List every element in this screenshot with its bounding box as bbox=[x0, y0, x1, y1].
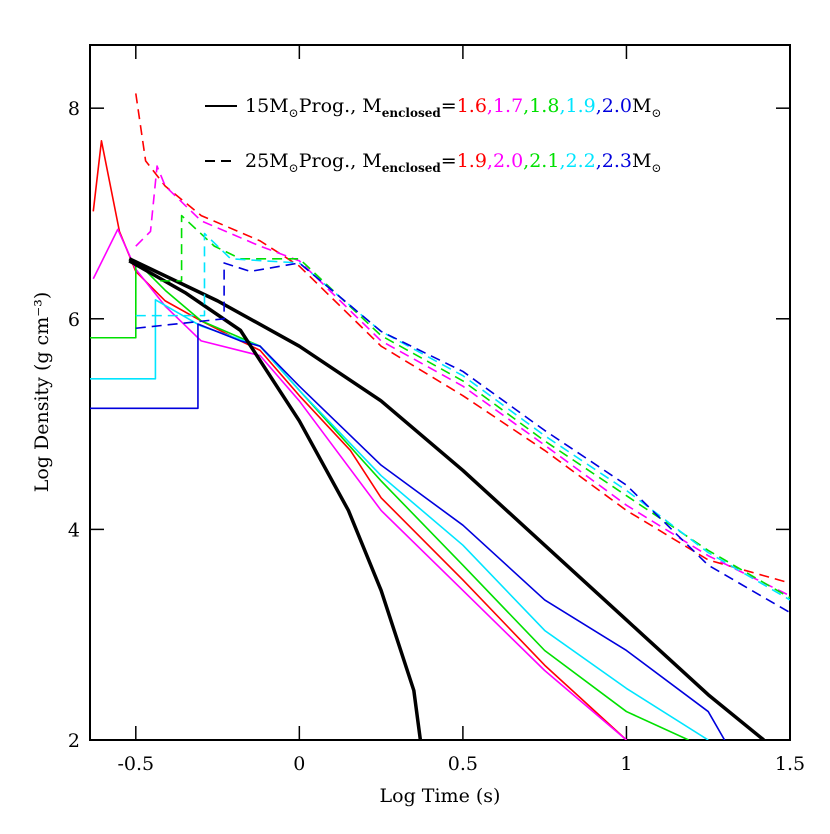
x-tick-label: -0.5 bbox=[117, 753, 154, 775]
legend-label: Prog., M bbox=[299, 150, 382, 172]
series-line bbox=[92, 140, 627, 740]
legend-sub: enclosed bbox=[382, 161, 442, 175]
legend-separator: , bbox=[487, 150, 493, 172]
series-line bbox=[160, 214, 790, 599]
legend-sub: enclosed bbox=[382, 106, 442, 120]
series-line bbox=[90, 299, 709, 740]
legend-separator: , bbox=[523, 95, 529, 117]
y-tick-label: 2 bbox=[68, 730, 80, 752]
legend-entry: 1.6 bbox=[457, 95, 487, 117]
legend-text: 15M⊙Prog., Menclosed=1.6,1.7,1.8,1.9,2.0… bbox=[245, 95, 662, 120]
legend-sub: ⊙ bbox=[289, 161, 299, 175]
legend-sub: ⊙ bbox=[651, 161, 661, 175]
legend-separator: , bbox=[596, 150, 602, 172]
series-line bbox=[135, 262, 790, 614]
legend-separator: , bbox=[559, 95, 565, 117]
legend-entry: 2.0 bbox=[602, 95, 632, 117]
legend-separator: , bbox=[487, 95, 493, 117]
legend-entry: 1.9 bbox=[457, 150, 487, 172]
legend-separator: , bbox=[523, 150, 529, 172]
x-tick-label: 1 bbox=[620, 753, 632, 775]
legend-entry: 1.7 bbox=[493, 95, 523, 117]
x-axis-label: Log Time (s) bbox=[380, 785, 501, 807]
series-group bbox=[90, 93, 790, 740]
legend-entry: 2.3 bbox=[602, 150, 632, 172]
y-tick-label: 6 bbox=[68, 309, 80, 331]
y-axis-label: Log Density (g cm⁻³) bbox=[31, 292, 53, 493]
legend-separator: , bbox=[596, 95, 602, 117]
legend-label: 25M bbox=[245, 150, 289, 172]
legend-label: Prog., M bbox=[299, 95, 382, 117]
y-tick-label: 4 bbox=[68, 519, 80, 541]
x-tick-label: 1.5 bbox=[775, 753, 805, 775]
legend-label: M bbox=[632, 150, 651, 172]
legend-sub: ⊙ bbox=[651, 106, 661, 120]
legend-entry: 2.2 bbox=[565, 150, 595, 172]
legend-label: 15M bbox=[245, 95, 289, 117]
legend-label: = bbox=[441, 95, 457, 117]
legend-text: 25M⊙Prog., Menclosed=1.9,2.0,2.1,2.2,2.3… bbox=[245, 150, 662, 175]
legend-entry: 1.9 bbox=[565, 95, 595, 117]
series-line bbox=[128, 257, 765, 740]
legend-entry: 1.8 bbox=[529, 95, 559, 117]
legend-label: = bbox=[441, 150, 457, 172]
series-line bbox=[135, 165, 790, 597]
legend-entry: 2.1 bbox=[529, 150, 559, 172]
legend-separator: , bbox=[559, 150, 565, 172]
series-line bbox=[128, 259, 423, 740]
legend-sub: ⊙ bbox=[289, 106, 299, 120]
legend-label: M bbox=[632, 95, 651, 117]
series-line bbox=[90, 323, 726, 740]
x-tick-label: 0 bbox=[293, 753, 305, 775]
legend-entry: 2.0 bbox=[493, 150, 523, 172]
plot-frame bbox=[89, 44, 791, 741]
y-tick-label: 8 bbox=[68, 98, 80, 120]
series-line bbox=[92, 228, 627, 740]
x-tick-label: 0.5 bbox=[448, 753, 478, 775]
